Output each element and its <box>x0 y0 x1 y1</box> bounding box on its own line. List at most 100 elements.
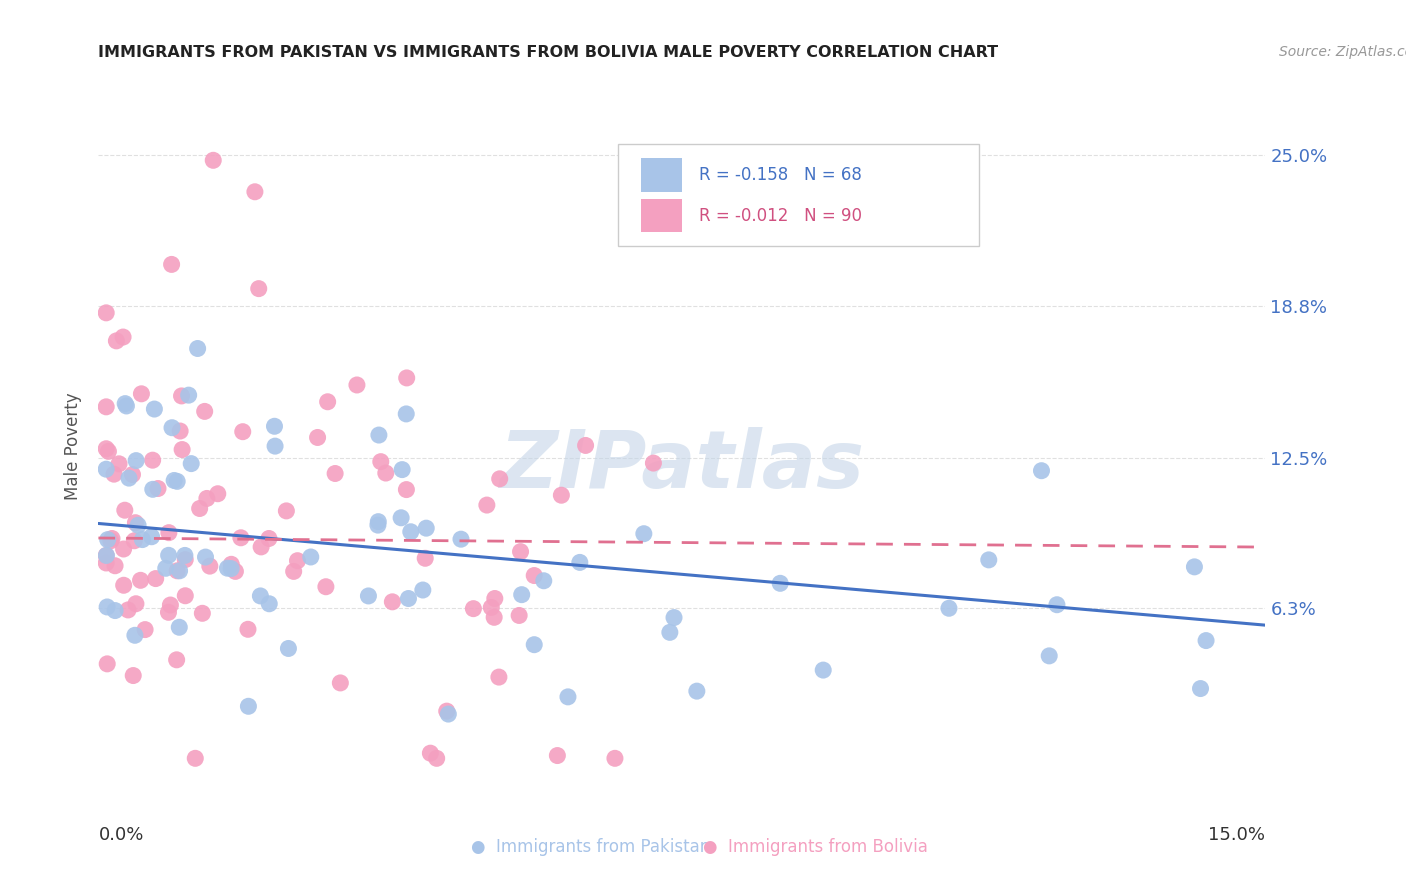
Point <box>236 622 259 636</box>
Point <box>374 466 396 480</box>
Point <box>96 657 118 671</box>
Point <box>287 554 309 568</box>
Point <box>1046 598 1069 612</box>
Point <box>426 751 449 765</box>
Point <box>370 455 392 469</box>
Point <box>247 282 270 296</box>
FancyBboxPatch shape <box>617 145 980 246</box>
Point <box>813 663 835 677</box>
Point <box>357 589 380 603</box>
Y-axis label: Male Poverty: Male Poverty <box>65 392 83 500</box>
Point <box>482 610 505 624</box>
Point <box>96 599 118 614</box>
Point <box>346 378 368 392</box>
Point <box>323 467 346 481</box>
Point <box>184 751 207 765</box>
Point <box>484 591 506 606</box>
Point <box>413 551 436 566</box>
Point <box>1031 464 1053 478</box>
Point <box>450 532 472 546</box>
Point <box>436 704 458 718</box>
Point <box>170 389 193 403</box>
Point <box>509 544 531 558</box>
Point <box>112 541 135 556</box>
Point <box>194 550 217 565</box>
Text: 15.0%: 15.0% <box>1208 826 1265 844</box>
Point <box>257 597 280 611</box>
Point <box>124 533 146 548</box>
Point <box>103 467 125 482</box>
Point <box>125 597 148 611</box>
Point <box>395 371 418 385</box>
Point <box>97 533 120 547</box>
Point <box>166 475 188 489</box>
Text: Source: ZipAtlas.com: Source: ZipAtlas.com <box>1279 45 1406 59</box>
Point <box>217 561 239 575</box>
Point <box>367 428 389 442</box>
Point <box>658 625 681 640</box>
Point <box>307 430 329 444</box>
Point <box>633 526 655 541</box>
Point <box>395 407 418 421</box>
Point <box>177 388 200 402</box>
Point <box>96 462 118 476</box>
Point <box>224 565 246 579</box>
Point <box>112 578 135 592</box>
Point <box>174 552 197 566</box>
Point <box>399 524 422 539</box>
Point <box>115 399 138 413</box>
Point <box>169 620 191 634</box>
Text: ZIPatlas: ZIPatlas <box>499 427 865 506</box>
Point <box>299 549 322 564</box>
Point <box>131 386 153 401</box>
Point <box>1184 559 1206 574</box>
Point <box>488 472 510 486</box>
Point <box>118 471 141 485</box>
Point <box>159 598 181 612</box>
Point <box>163 474 186 488</box>
Point <box>143 402 166 417</box>
Point <box>938 601 960 615</box>
Point <box>169 564 191 578</box>
Point <box>104 558 127 573</box>
Point <box>1189 681 1212 696</box>
Point <box>97 444 120 458</box>
Point <box>1195 633 1218 648</box>
Point <box>157 549 180 563</box>
Point <box>117 603 139 617</box>
Text: ●  Immigrants from Bolivia: ● Immigrants from Bolivia <box>703 838 928 856</box>
Point <box>207 487 229 501</box>
Point <box>229 531 252 545</box>
Point <box>202 153 225 168</box>
Point <box>769 576 792 591</box>
Point <box>96 442 118 456</box>
Point <box>112 330 135 344</box>
Point <box>475 498 498 512</box>
Point <box>643 456 665 470</box>
Point <box>1038 648 1060 663</box>
Point <box>412 582 434 597</box>
Point <box>264 439 287 453</box>
Point <box>198 559 221 574</box>
Point <box>101 532 124 546</box>
Point <box>195 491 218 506</box>
Point <box>187 342 209 356</box>
Text: IMMIGRANTS FROM PAKISTAN VS IMMIGRANTS FROM BOLIVIA MALE POVERTY CORRELATION CHA: IMMIGRANTS FROM PAKISTAN VS IMMIGRANTS F… <box>98 45 998 60</box>
Point <box>104 603 127 617</box>
Point <box>249 589 271 603</box>
Point <box>488 670 510 684</box>
Point <box>479 600 502 615</box>
Point <box>96 306 118 320</box>
Point <box>100 533 122 548</box>
FancyBboxPatch shape <box>641 158 682 192</box>
Text: R = -0.012   N = 90: R = -0.012 N = 90 <box>699 207 862 225</box>
Point <box>276 504 298 518</box>
Point <box>160 420 183 434</box>
Point <box>316 394 339 409</box>
Point <box>157 525 180 540</box>
Point <box>257 532 280 546</box>
Point <box>232 425 254 439</box>
Point <box>122 668 145 682</box>
Point <box>96 400 118 414</box>
Point <box>283 565 305 579</box>
